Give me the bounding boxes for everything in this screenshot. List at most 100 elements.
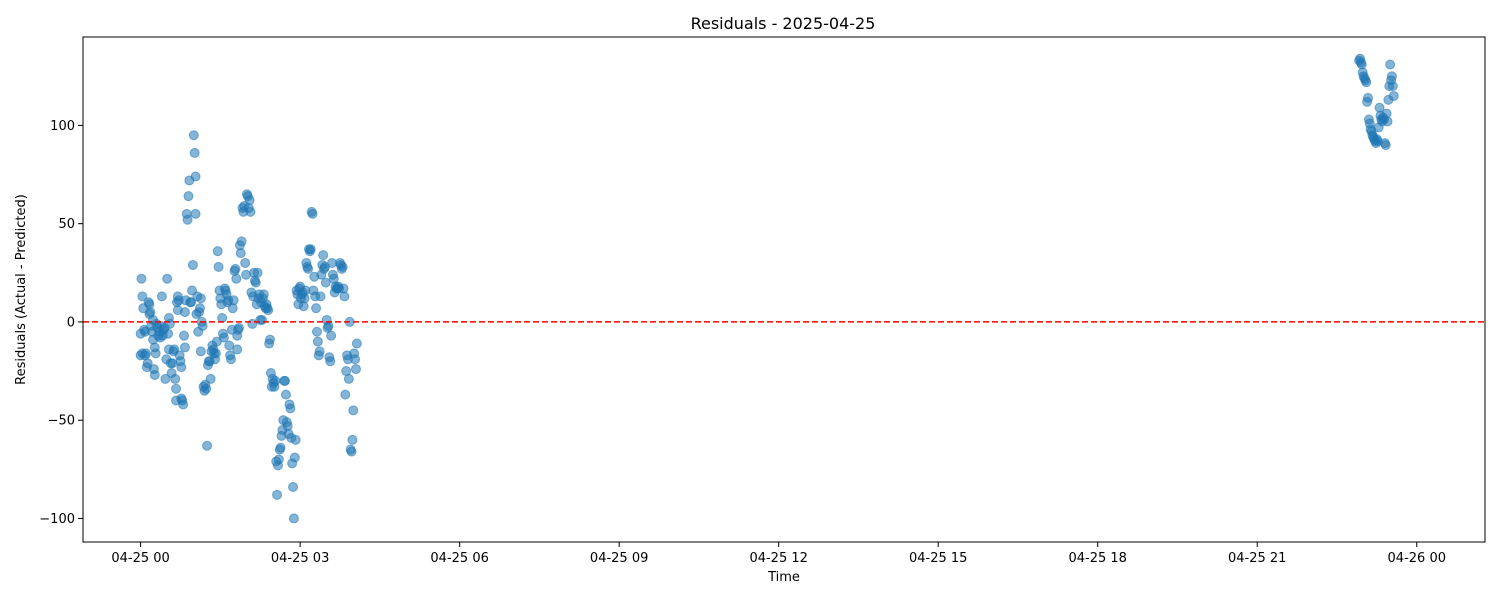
data-point: [258, 289, 269, 300]
data-point: [217, 312, 228, 323]
data-point: [183, 191, 194, 202]
data-point: [137, 291, 148, 302]
data-point: [231, 273, 242, 284]
data-point: [182, 214, 193, 225]
data-point: [230, 263, 241, 274]
data-point: [186, 297, 197, 308]
x-tick-label: 04-25 15: [909, 551, 967, 566]
data-point: [1387, 81, 1398, 92]
data-point: [320, 277, 331, 288]
y-tick-label: −100: [39, 512, 75, 527]
data-point: [325, 356, 336, 367]
data-point: [1361, 77, 1372, 88]
data-point: [315, 291, 326, 302]
data-point: [176, 362, 187, 373]
data-point: [280, 389, 291, 400]
data-point: [339, 291, 350, 302]
data-point: [351, 338, 362, 349]
data-point: [285, 403, 296, 414]
y-axis-ticks: −100 −50 0 50 100: [39, 119, 83, 527]
y-tick-label: 50: [58, 217, 75, 232]
data-point: [202, 440, 213, 451]
data-point: [233, 322, 244, 333]
data-point: [307, 208, 318, 219]
data-point: [275, 442, 286, 453]
data-point: [252, 267, 263, 278]
data-point: [195, 293, 206, 304]
data-point: [263, 305, 274, 316]
data-point: [250, 277, 261, 288]
data-point: [312, 336, 323, 347]
data-point: [1386, 71, 1397, 82]
data-point: [142, 358, 153, 369]
data-point: [280, 375, 291, 386]
data-point: [326, 330, 337, 341]
data-point: [314, 346, 325, 357]
data-point: [245, 206, 256, 217]
data-point: [350, 364, 361, 375]
x-axis-ticks: 04-25 00 04-25 03 04-25 06 04-25 09 04-25 12…: [111, 542, 1446, 566]
data-point: [189, 147, 200, 158]
data-point: [201, 383, 212, 394]
data-point: [178, 399, 189, 410]
data-point: [232, 344, 243, 355]
data-point: [340, 389, 351, 400]
data-point: [235, 248, 246, 259]
y-axis-title: Residuals (Actual - Predicted): [14, 194, 29, 385]
x-tick-label: 04-25 21: [1228, 551, 1286, 566]
data-point: [228, 295, 239, 306]
data-point: [236, 236, 247, 247]
data-point: [149, 369, 160, 380]
data-point: [197, 320, 208, 331]
data-point: [348, 405, 359, 416]
data-point: [1380, 140, 1391, 151]
x-tick-label: 04-25 06: [430, 551, 488, 566]
x-tick-label: 04-25 03: [271, 551, 329, 566]
data-point: [1382, 116, 1393, 127]
data-point: [218, 332, 229, 343]
scatter-points: [135, 53, 1399, 524]
data-point: [226, 354, 236, 365]
data-point: [311, 303, 322, 314]
data-point: [288, 481, 299, 492]
y-tick-label: 100: [50, 119, 75, 134]
data-point: [347, 434, 358, 445]
x-tick-label: 04-25 12: [749, 551, 807, 566]
data-point: [136, 273, 147, 284]
data-point: [289, 452, 300, 463]
data-point: [272, 489, 283, 500]
data-point: [179, 330, 190, 341]
y-tick-label: −50: [48, 414, 75, 429]
data-point: [140, 348, 151, 359]
data-point: [1388, 90, 1399, 101]
data-point: [257, 314, 268, 325]
plot-area-frame: [82, 36, 1486, 543]
data-point: [270, 375, 281, 386]
data-point: [156, 291, 167, 302]
x-tick-label: 04-25 18: [1068, 551, 1126, 566]
data-point: [160, 373, 171, 384]
data-point: [187, 259, 198, 270]
data-point: [150, 348, 161, 359]
data-point: [210, 348, 221, 359]
data-point: [213, 261, 224, 272]
data-point: [188, 130, 199, 141]
data-point: [318, 250, 329, 261]
data-point: [190, 208, 201, 219]
data-point: [343, 373, 354, 384]
data-point: [212, 246, 223, 257]
data-point: [290, 434, 301, 445]
data-point: [162, 273, 173, 284]
data-point: [303, 263, 314, 274]
data-point: [179, 307, 190, 318]
data-point: [195, 346, 206, 357]
data-point: [205, 373, 216, 384]
data-point: [346, 446, 357, 457]
y-tick-label: 0: [67, 315, 75, 330]
data-point: [194, 303, 205, 314]
data-point: [323, 320, 334, 331]
data-point: [164, 318, 175, 329]
data-point: [244, 195, 255, 206]
data-point: [1363, 92, 1374, 103]
